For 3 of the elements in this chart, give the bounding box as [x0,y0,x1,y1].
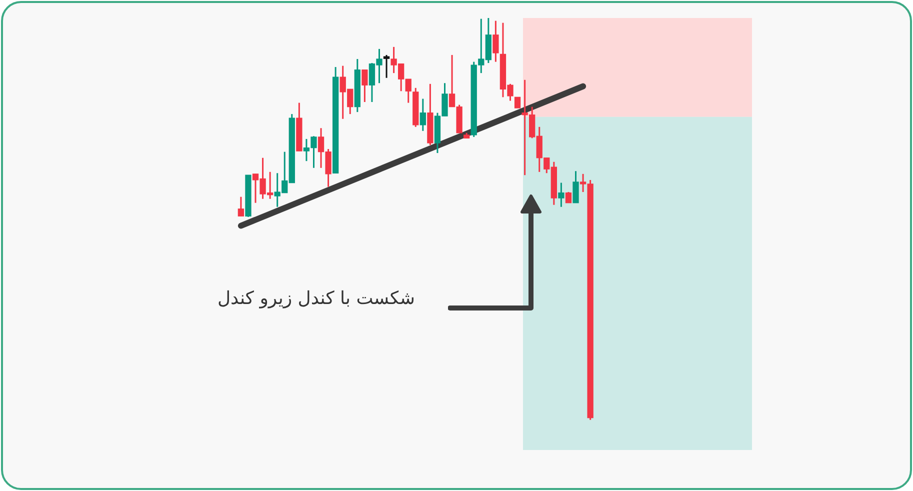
annotation: شکست با کندل زیرو کندل [216,288,415,309]
candlestick [565,191,572,204]
candlestick [514,96,521,108]
